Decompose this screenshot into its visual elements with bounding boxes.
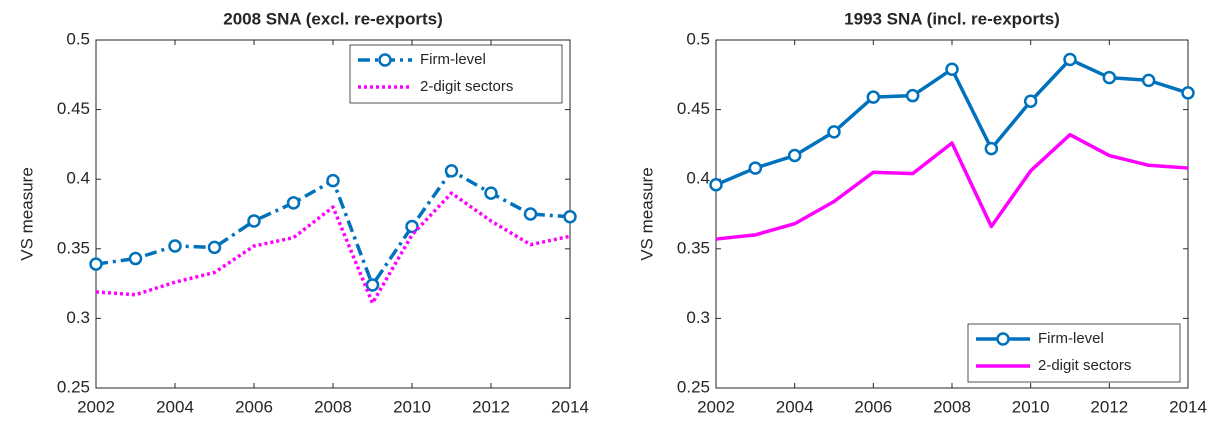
series-line bbox=[95, 191, 571, 305]
point bbox=[405, 219, 419, 234]
point bbox=[484, 186, 498, 200]
point bbox=[866, 90, 881, 104]
x-tick-label: 2002 bbox=[697, 397, 735, 416]
point bbox=[945, 62, 959, 76]
point bbox=[709, 178, 723, 192]
x-tick-label: 2014 bbox=[551, 397, 589, 416]
point bbox=[168, 239, 182, 253]
point bbox=[326, 173, 340, 188]
y-tick-label: 0.45 bbox=[57, 99, 90, 118]
y-tick-label: 0.45 bbox=[677, 99, 710, 118]
point bbox=[365, 278, 380, 292]
y-tick-label: 0.5 bbox=[686, 29, 710, 48]
point bbox=[1181, 86, 1195, 100]
point bbox=[748, 161, 763, 175]
x-tick-label: 2008 bbox=[314, 397, 352, 416]
x-tick-label: 2010 bbox=[393, 397, 431, 416]
legend-label: 2-digit sectors bbox=[1038, 357, 1131, 374]
x-tick-label: 2008 bbox=[933, 397, 971, 416]
y-tick-label: 0.25 bbox=[677, 377, 710, 396]
x-tick-label: 2010 bbox=[1012, 397, 1050, 416]
point bbox=[1102, 70, 1117, 85]
point bbox=[1063, 52, 1077, 67]
point bbox=[787, 148, 802, 163]
y-axis-label: VS measure bbox=[17, 167, 36, 261]
chart-title: 1993 SNA (incl. re-exports) bbox=[844, 9, 1060, 28]
y-tick-label: 0.5 bbox=[66, 29, 90, 48]
legend-label: Firm-level bbox=[420, 51, 486, 68]
x-tick-label: 2006 bbox=[235, 397, 273, 416]
point bbox=[89, 257, 103, 271]
point bbox=[286, 196, 301, 210]
series-line bbox=[715, 132, 1189, 241]
point bbox=[563, 210, 577, 224]
point bbox=[523, 207, 538, 221]
point bbox=[827, 125, 841, 139]
x-tick-label: 2012 bbox=[1090, 397, 1128, 416]
y-tick-label: 0.3 bbox=[686, 308, 710, 327]
legend-label: 2-digit sectors bbox=[420, 78, 513, 95]
point bbox=[444, 164, 459, 178]
point bbox=[1141, 73, 1156, 88]
y-tick-label: 0.35 bbox=[57, 238, 90, 257]
point bbox=[207, 240, 222, 255]
chart: 2008 SNA (excl. re-exports) VS measure 0.2… bbox=[17, 9, 588, 416]
x-tick-label: 2004 bbox=[776, 397, 814, 416]
y-tick-label: 0.35 bbox=[677, 238, 710, 257]
chart: 1993 SNA (incl. re-exports) VS measure 0.2… bbox=[637, 9, 1206, 416]
y-tick-label: 0.25 bbox=[57, 377, 90, 396]
x-tick-label: 2002 bbox=[77, 397, 115, 416]
chart-title: 2008 SNA (excl. re-exports) bbox=[223, 9, 443, 28]
x-tick-label: 2012 bbox=[472, 397, 510, 416]
legend-label: Firm-level bbox=[1038, 330, 1104, 347]
x-tick-label: 2014 bbox=[1169, 397, 1207, 416]
y-tick-label: 0.4 bbox=[66, 169, 90, 188]
point bbox=[1023, 94, 1038, 108]
y-tick-label: 0.4 bbox=[686, 169, 710, 188]
point bbox=[128, 251, 143, 266]
point bbox=[247, 214, 261, 228]
point bbox=[984, 141, 999, 156]
legend-marker bbox=[378, 53, 392, 67]
x-tick-label: 2006 bbox=[854, 397, 892, 416]
x-tick-label: 2004 bbox=[156, 397, 194, 416]
legend-marker bbox=[996, 332, 1010, 346]
y-tick-label: 0.3 bbox=[66, 308, 90, 327]
point bbox=[905, 88, 920, 103]
y-axis-label: VS measure bbox=[637, 167, 656, 261]
